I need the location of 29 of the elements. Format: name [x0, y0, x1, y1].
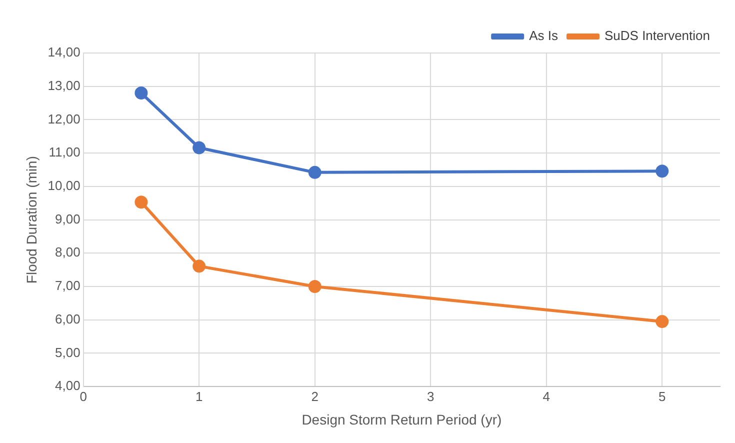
point	[656, 315, 669, 328]
x-tick-label: 2	[311, 388, 318, 404]
point	[656, 164, 669, 178]
x-tick-label: 3	[426, 388, 434, 404]
y-tick-label: 4,00	[55, 378, 80, 394]
y-tick-label: 5,00	[55, 344, 80, 360]
x-axis-title: Design Storm Return Period (yr)	[302, 411, 502, 428]
legend-label: As Is	[529, 28, 558, 44]
y-tick-label: 12,00	[48, 111, 80, 126]
y-tick-label: 10,00	[48, 178, 80, 194]
y-axis-title: Flood Duration (min)	[23, 156, 40, 284]
y-tick-label: 7,00	[55, 278, 80, 294]
point	[134, 196, 148, 209]
point	[192, 260, 206, 273]
point	[308, 280, 322, 294]
y-tick-label: 8,00	[55, 244, 80, 260]
y-tick-label: 6,00	[55, 311, 80, 326]
x-tick-label: 4	[542, 388, 550, 404]
y-tick-label: 11,00	[48, 144, 80, 160]
x-tick-label: 1	[195, 388, 203, 404]
point	[192, 141, 206, 154]
y-tick-label: 9,00	[55, 211, 80, 226]
legend-label: SuDS Intervention	[604, 28, 710, 44]
point	[308, 166, 322, 179]
y-tick-label: 14,00	[48, 44, 80, 60]
x-tick-label: 5	[658, 388, 666, 404]
point	[134, 86, 148, 100]
y-tick-label: 13,00	[48, 78, 80, 93]
x-tick-label: 0	[80, 388, 87, 404]
